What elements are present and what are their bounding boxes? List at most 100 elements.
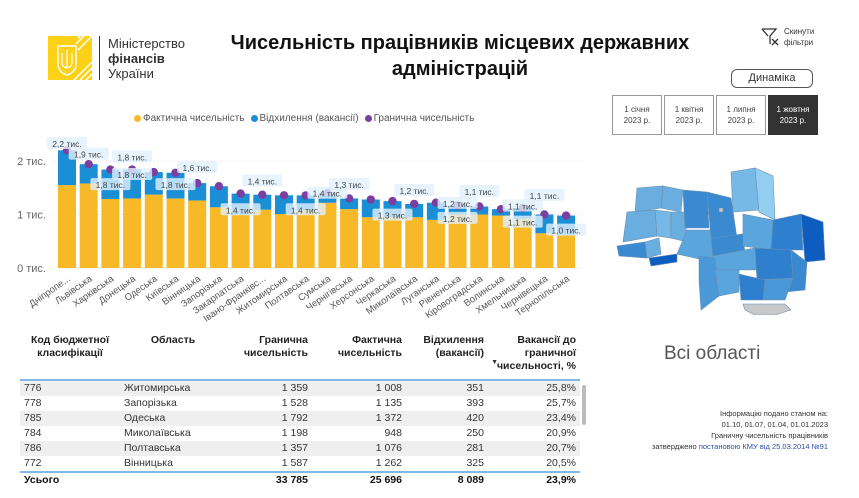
resolution-link[interactable]: постановою КМУ від 25.03.2014 №91 bbox=[698, 442, 828, 451]
col-header-limit[interactable]: Гранична чисельність bbox=[226, 334, 312, 381]
bar-actual[interactable] bbox=[448, 214, 467, 269]
col-header-actual[interactable]: Фактична чисельність bbox=[312, 334, 406, 381]
legend-item-vacancies[interactable]: Відхилення (вакансії) bbox=[250, 113, 359, 124]
ukraine-map[interactable] bbox=[615, 150, 830, 315]
col-header-region[interactable]: Область bbox=[120, 334, 226, 381]
sort-desc-icon[interactable]: ▼ bbox=[491, 359, 498, 366]
legend-item-limit[interactable]: Гранична чисельність bbox=[364, 113, 475, 124]
ministry-logo bbox=[48, 25, 93, 81]
map-region-rivnenska bbox=[660, 185, 684, 213]
total-region bbox=[120, 471, 226, 488]
bar-actual[interactable] bbox=[209, 207, 228, 268]
bar-actual[interactable] bbox=[166, 198, 185, 268]
table-row[interactable]: 778 Запорізька 1 528 1 135 393 25,7% bbox=[20, 396, 580, 411]
cell-limit: 1 587 bbox=[281, 457, 308, 469]
col-header-code[interactable]: Код бюджетної класифікації bbox=[20, 334, 120, 381]
limit-marker[interactable] bbox=[410, 199, 419, 209]
bar-actual[interactable] bbox=[79, 183, 98, 268]
data-label: 1,6 тис. bbox=[182, 163, 211, 173]
data-label-bg bbox=[459, 185, 500, 198]
bar-vacancies[interactable] bbox=[209, 186, 228, 208]
bar-actual[interactable] bbox=[231, 214, 250, 269]
limit-marker[interactable] bbox=[366, 195, 375, 204]
bar-actual[interactable] bbox=[470, 214, 489, 269]
table-row[interactable]: 785 Одеська 1 792 1 372 420 23,4% bbox=[20, 411, 580, 426]
bar-actual[interactable] bbox=[557, 234, 576, 268]
limit-marker[interactable] bbox=[258, 190, 267, 199]
data-label-bg bbox=[112, 150, 153, 163]
bar-actual[interactable] bbox=[513, 218, 532, 268]
bar-actual[interactable] bbox=[188, 200, 207, 268]
map-region-luhanska bbox=[800, 213, 826, 263]
bar-actual[interactable] bbox=[101, 198, 120, 268]
map-region-ivano-frankivska bbox=[644, 237, 662, 259]
date-tab-jul[interactable]: 1 липня 2023 р. bbox=[716, 95, 766, 135]
bar-actual[interactable] bbox=[296, 210, 315, 268]
ministry-name: Міністерство фінансів України bbox=[108, 36, 185, 81]
date-tab-oct[interactable]: 1 жовтня 2023 р. bbox=[768, 95, 818, 135]
bar-actual[interactable] bbox=[535, 233, 554, 268]
data-label: 1,1 тис. bbox=[465, 187, 494, 197]
limit-marker[interactable] bbox=[84, 160, 93, 169]
map-region-khersonska bbox=[738, 273, 766, 301]
bar-actual[interactable] bbox=[361, 217, 380, 268]
limit-marker[interactable] bbox=[279, 191, 289, 200]
table-scrollbar[interactable] bbox=[582, 385, 586, 425]
legend-dot-icon bbox=[250, 115, 258, 122]
date-tab-jan[interactable]: 1 січня 2023 р. bbox=[612, 95, 662, 135]
map-region-sumska bbox=[754, 167, 776, 221]
date-tab-apr-line1: 1 квітня bbox=[674, 105, 704, 114]
bar-actual[interactable] bbox=[405, 217, 424, 268]
table-row[interactable]: 776 Житомирська 1 359 1 008 351 25,8% bbox=[20, 380, 580, 396]
y-tick-label: 2 тис. bbox=[17, 156, 46, 168]
bar-actual[interactable] bbox=[253, 209, 272, 268]
bar-actual[interactable] bbox=[318, 202, 337, 268]
ministry-name-line3: України bbox=[108, 66, 154, 81]
bar-vacancies[interactable] bbox=[448, 205, 467, 215]
bar-actual[interactable] bbox=[58, 185, 76, 268]
ministry-name-line1: Міністерство bbox=[108, 36, 185, 51]
date-tab-apr[interactable]: 1 квітня 2023 р. bbox=[664, 95, 714, 135]
date-tab-apr-line2: 2023 р. bbox=[675, 116, 703, 125]
bar-actual[interactable] bbox=[123, 198, 142, 268]
reset-filters-button[interactable]: Скинути фільтри bbox=[760, 26, 814, 48]
legend-label-limit: Гранична чисельність bbox=[373, 113, 475, 124]
map-region-lvivska bbox=[622, 209, 658, 243]
bar-vacancies[interactable] bbox=[340, 198, 359, 210]
bar-actual[interactable] bbox=[383, 217, 402, 268]
cell-vacancies: 281 bbox=[406, 441, 488, 456]
data-label: 1,8 тис. bbox=[161, 180, 190, 190]
cell-code: 785 bbox=[20, 411, 120, 426]
cell-region: Житомирська bbox=[120, 380, 226, 396]
map-region-mykolaivska bbox=[714, 269, 740, 297]
limit-marker[interactable] bbox=[214, 182, 224, 191]
limit-marker[interactable] bbox=[236, 189, 245, 198]
table-row[interactable]: 784 Миколаївська 1 198 948 250 20,9% bbox=[20, 426, 580, 441]
cell-rate: 25,8% bbox=[488, 380, 580, 396]
data-label: 1,4 тис. bbox=[248, 176, 277, 186]
dynamics-button[interactable]: Динаміка bbox=[731, 69, 813, 88]
bar-actual[interactable] bbox=[426, 219, 445, 268]
bar-actual[interactable] bbox=[340, 209, 359, 268]
page-title: Чисельність працівників місцевих державн… bbox=[205, 30, 715, 82]
col-header-vacancies[interactable]: Відхилення (вакансії) ▼ bbox=[406, 334, 498, 381]
limit-marker[interactable] bbox=[388, 196, 397, 206]
data-label: 1,2 тис. bbox=[443, 214, 472, 224]
data-label-bg bbox=[155, 178, 196, 191]
map-region-ternopilska bbox=[654, 209, 672, 239]
ministry-name-line2: фінансів bbox=[108, 51, 165, 66]
bar-actual[interactable] bbox=[492, 215, 510, 268]
bar-actual[interactable] bbox=[275, 214, 293, 268]
bar-actual[interactable] bbox=[144, 194, 163, 268]
table-row[interactable]: 786 Полтавська 1 357 1 076 281 20,7% bbox=[20, 441, 580, 456]
date-tab-jul-line2: 2023 р. bbox=[727, 116, 755, 125]
col-header-vacancy-rate[interactable]: Вакансії до граничної чисельності, % bbox=[488, 334, 580, 381]
bar-vacancies[interactable] bbox=[513, 208, 532, 219]
date-tab-jul-line1: 1 липня bbox=[726, 105, 756, 114]
legend-item-actual[interactable]: Фактична чисельність bbox=[134, 113, 245, 124]
map-region-zhytomyrska bbox=[682, 189, 710, 229]
data-label-bg bbox=[242, 174, 283, 187]
table-row[interactable]: 772 Вінницька 1 587 1 262 325 20,5% bbox=[20, 456, 580, 472]
cell-limit: 1 359 bbox=[226, 380, 312, 396]
limit-marker[interactable] bbox=[561, 211, 571, 220]
